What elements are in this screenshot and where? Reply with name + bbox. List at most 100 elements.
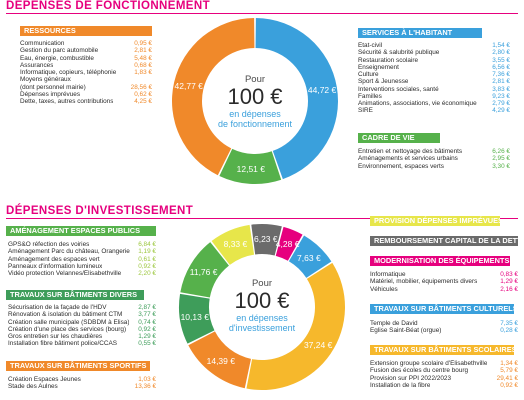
list-item-label: Eglise Saint-Béat (orgue) [370,327,442,335]
list-item-label: Animations, associations, vie économique [358,100,477,107]
list-item-label: Assurances [20,61,54,69]
list-item-value: 5,48 € [134,54,152,62]
list-item-value: 0,92 € [138,262,156,270]
scolaires-list: Extension groupe scolaire d'Élisabethvil… [370,360,518,389]
list-item-label: (dont personnel mairie) [20,83,86,91]
list-item-value: 0,92 € [500,381,518,389]
list-item-label: Véhicules [370,285,398,293]
investissement-slice-label: 10,13 € [180,312,209,323]
list-item-value: 9,23 € [492,92,510,100]
travaux-sportifs-list: Création Espaces Jeunes 1,03 € Stade des A… [8,376,156,391]
fonctionnement-center-line2: de fonctionnement [217,119,293,129]
fonctionnement-slice [172,18,255,176]
investissement-slice [188,331,251,389]
list-item: Familles 9,23 € [358,93,510,100]
fonctionnement-center-line1: en dépenses [229,109,281,119]
list-item-label: Installation de la fibre [370,381,431,389]
investissement-slice-label: 4,28 € [275,239,300,249]
list-item-value: 2,95 € [492,155,510,163]
list-item-label: Provision sur PPI 2022/2023 [370,374,451,382]
investissement-center-pour: Pour [251,278,273,289]
list-item: Dépenses imprévues 0,62 € [20,91,152,98]
investissement-slice [179,293,215,344]
investissement-slice [211,224,255,265]
list-item-value: 29,41 € [496,374,518,382]
provision-header: PROVISION DÉPENSES IMPRÉVUES [370,216,500,226]
list-item: Vidéo protection Velannes/Élisabethville… [8,270,156,277]
list-item-label: Eau, énergie, combustible [20,54,94,62]
fonctionnement-slice-label: 12,51 € [236,163,266,174]
list-item: Informatique 0,83 € [370,271,518,278]
list-item-label: Sport & Jeunesse [358,78,409,86]
list-item: Interventions sociales, santé 3,83 € [358,86,510,93]
list-item-label: Fusion des écoles du centre bourg [370,367,469,375]
list-item-label: Interventions sociales, santé [358,85,439,93]
list-item: Création salle municipale (SDBDM à Elisa… [8,319,156,326]
list-item-value: 6,84 € [138,241,156,248]
investissement-center-line1: en dépenses [236,313,288,323]
list-item: Installation de la fibre 0,92 € [370,382,518,389]
list-item-label: Entretien et nettoyage des bâtiments [358,148,463,155]
list-item: Extension groupe scolaire d'Élisabethvil… [370,360,518,367]
list-item-value: 1,29 € [138,333,156,340]
list-item: Moyens généraux [20,76,152,83]
scolaires-header: TRAVAUX SUR BÂTIMENTS SCOLAIRES [370,345,514,355]
fonctionnement-slice [255,18,338,180]
fonctionnement-slice-label: 42,77 € [174,80,203,91]
list-item-label: Restauration scolaire [358,56,419,64]
list-item-label: Culture [358,71,379,78]
list-item-value: 5,79 € [500,367,518,375]
list-item: Installation fibre bâtiment police/CCAS 0… [8,340,156,347]
list-item-label: Création d'une place des services (bourg… [8,325,127,333]
list-item: Aménagement des espaces vert 0,61 € [8,256,156,263]
list-item-label: Création Espaces Jeunes [8,376,81,383]
list-item: Culture 7,36 € [358,71,510,78]
list-item: Gros entretien sur les chaudières 1,29 € [8,333,156,340]
list-item-value: 2,79 € [492,100,510,107]
list-item-label: SIRE [358,107,373,115]
list-item: Eau, énergie, combustible 5,48 € [20,55,152,62]
investissement-slice [288,235,332,278]
list-item-value: 2,20 € [138,270,156,277]
list-item: Aménagement Parc du château, Orangerie 1,… [8,248,156,255]
list-item: Environnement, espaces verts 3,30 € [358,163,510,170]
list-item-value: 0,28 € [500,327,518,335]
list-item: Aménagements et services urbains 2,95 € [358,155,510,162]
list-item-value: 13,36 € [134,383,156,391]
list-item: Création Espaces Jeunes 1,03 € [8,376,156,383]
cadre-list: Entretien et nettoyage des bâtiments 6,26… [358,148,510,170]
list-item-label: Sécurité & salubrité publique [358,49,440,57]
list-item-value: 1,29 € [500,278,518,286]
list-item-label: Panneaux d'information lumineux [8,262,103,270]
investissement-title: DÉPENSES D'INVESTISSEMENT [6,205,194,217]
fonctionnement-slice-label: 44,72 € [307,84,337,95]
investissement-slice [180,242,229,298]
list-item-value: 0,55 € [138,340,156,348]
list-item-value [149,76,152,83]
investissement-slice [251,224,282,256]
list-item: Sécurité & salubrité publique 2,80 € [358,49,510,56]
investissement-center: Pour 100 € en dépenses d'investissement [212,278,312,333]
list-item-value: 3,77 € [138,311,156,319]
list-item: Rénovation & isolation du bâtiment CTM 3,… [8,311,156,318]
list-item: Véhicules 2,16 € [370,286,518,293]
list-item-value: 3,83 € [492,85,510,93]
fonctionnement-slice [219,148,282,185]
list-item-value: 1,03 € [138,376,156,383]
fonctionnement-center-pour: Pour [244,74,266,85]
travaux-sportifs-header: TRAVAUX SUR BÂTIMENTS SPORTIFS [6,361,150,371]
investissement-slice-label: 7,63 € [297,252,321,263]
list-item-label: Dette, taxes, autres contributions [20,98,114,105]
list-item-value: 2,80 € [492,49,510,57]
services-header: SERVICES À L'HABITANT [358,28,482,38]
list-item-label: Sécurisation de la façade de l'HDV [8,304,107,311]
list-item-label: Familles [358,92,382,100]
list-item-value: 3,30 € [492,162,510,170]
list-item-label: Environnement, espaces verts [358,162,444,170]
list-item-value: 1,19 € [138,248,156,256]
list-item: Assurances 0,68 € [20,62,152,69]
list-item-label: Création salle municipale (SDBDM à Elisa… [8,318,130,326]
list-item: Temple de David 7,35 € [370,320,518,327]
investissement-slice [275,226,303,261]
list-item: Gestion du parc automobile 2,81 € [20,47,152,54]
